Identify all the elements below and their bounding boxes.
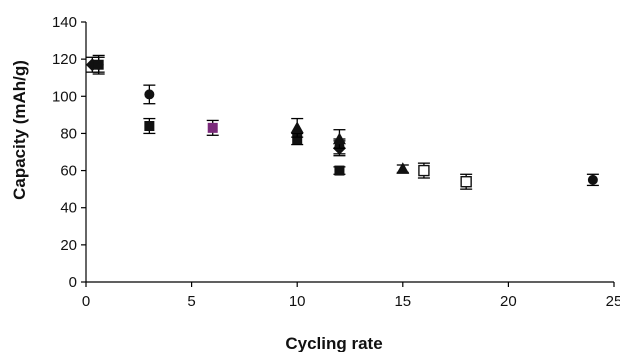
y-tick-label: 140 — [52, 14, 77, 31]
y-tick-label: 120 — [52, 51, 77, 68]
y-tick-label: 100 — [52, 88, 77, 105]
y-axis-title: Capacity (mAh/g) — [10, 60, 29, 200]
y-tick-label: 40 — [60, 200, 77, 217]
square-marker — [334, 165, 345, 176]
circle-marker — [587, 174, 598, 185]
triangle-marker — [290, 121, 304, 134]
x-tick-label: 20 — [500, 293, 517, 310]
data-point — [417, 162, 430, 179]
open-square-marker — [418, 164, 430, 177]
x-tick-label: 5 — [187, 293, 195, 310]
x-tick-label: 0 — [82, 293, 90, 310]
square-marker — [93, 59, 104, 70]
y-tick-label: 80 — [60, 125, 77, 142]
data-marks — [85, 54, 599, 190]
data-point — [332, 129, 346, 149]
y-tick-label: 20 — [60, 237, 77, 254]
square-marker — [207, 122, 218, 133]
open-square-marker — [460, 176, 472, 188]
data-point — [396, 162, 410, 174]
x-tick-label: 15 — [394, 293, 411, 310]
square-marker — [292, 134, 303, 144]
y-tick-label: 60 — [60, 163, 77, 180]
x-tick-label: 10 — [289, 293, 306, 310]
x-axis-title: Cycling rate — [285, 334, 382, 352]
y-tick-label: 0 — [69, 274, 77, 291]
x-axis: 0 5 10 15 20 25 — [82, 281, 620, 310]
data-point — [92, 56, 105, 73]
x-tick-label: 25 — [606, 293, 620, 310]
data-point — [586, 173, 599, 187]
data-point — [143, 117, 156, 135]
data-point — [460, 173, 473, 190]
data-point — [290, 117, 304, 138]
triangle-marker — [332, 132, 346, 145]
data-point — [206, 119, 219, 136]
circle-marker — [144, 89, 155, 100]
triangle-marker — [396, 162, 410, 174]
y-axis: 0 20 40 60 80 100 120 140 — [52, 14, 87, 291]
data-point — [143, 84, 156, 105]
data-point — [333, 165, 346, 176]
square-marker — [144, 121, 155, 131]
